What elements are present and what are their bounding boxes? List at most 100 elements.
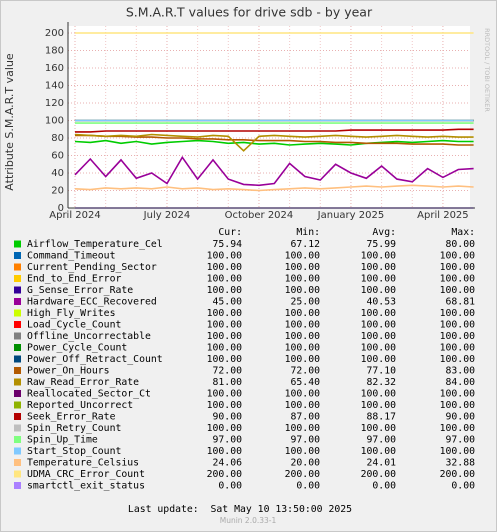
legend-stat: 100.00 bbox=[361, 343, 396, 354]
legend-stat: 77.10 bbox=[367, 366, 397, 377]
legend-swatch bbox=[14, 413, 21, 420]
legend-stat: 65.40 bbox=[291, 377, 321, 388]
y-tick-label: 100 bbox=[45, 116, 64, 127]
legend-stat: 97.00 bbox=[213, 435, 243, 446]
legend-swatch bbox=[14, 275, 21, 282]
legend-swatch bbox=[14, 332, 21, 340]
legend-label: Load_Cycle_Count bbox=[27, 320, 121, 331]
legend-stat: 100.00 bbox=[440, 274, 475, 285]
legend-stat: 88.17 bbox=[367, 412, 397, 423]
legend-swatch bbox=[14, 378, 21, 386]
legend-swatch bbox=[14, 482, 21, 489]
y-axis-label: Attribute S.M.A.R.T value bbox=[3, 53, 16, 191]
legend-stat: 100.00 bbox=[440, 446, 475, 457]
legend-stat: 100.00 bbox=[361, 446, 396, 457]
legend-swatch bbox=[14, 252, 21, 259]
legend-stat: 200.00 bbox=[440, 469, 475, 480]
legend-stat: 100.00 bbox=[207, 274, 242, 285]
footer: Munin 2.0.33-1 bbox=[220, 516, 277, 525]
legend-stat: 83.00 bbox=[446, 366, 476, 377]
legend-stat: 100.00 bbox=[361, 400, 396, 411]
legend-label: Spin_Retry_Count bbox=[27, 423, 121, 434]
legend-swatch bbox=[14, 401, 21, 409]
legend-stat: 72.00 bbox=[213, 366, 243, 377]
legend-swatch bbox=[14, 321, 21, 328]
legend-stat: 100.00 bbox=[207, 446, 242, 457]
legend-swatch bbox=[14, 459, 21, 466]
legend-label: End_to_End_Error bbox=[27, 274, 121, 285]
legend-stat: 100.00 bbox=[361, 251, 396, 262]
y-tick-label: 80 bbox=[51, 133, 64, 144]
legend-stat: 100.00 bbox=[440, 354, 475, 365]
x-tick-label: October 2024 bbox=[225, 210, 294, 221]
legend-stat: 0.00 bbox=[451, 481, 475, 492]
legend-swatch bbox=[14, 298, 21, 305]
legend-stat: 82.32 bbox=[367, 377, 397, 388]
last-update: Last update: Sat May 10 13:50:00 2025 bbox=[128, 504, 352, 515]
legend-label: Power_On_Hours bbox=[27, 366, 110, 377]
legend-stat: 0.00 bbox=[296, 481, 320, 492]
legend-stat: 81.00 bbox=[213, 377, 243, 388]
legend-stat: 100.00 bbox=[361, 320, 396, 331]
legend-label: Power_Off_Retract_Count bbox=[27, 354, 163, 365]
legend-column-header: Avg: bbox=[372, 227, 396, 238]
legend-stat: 200.00 bbox=[207, 469, 242, 480]
legend-stat: 100.00 bbox=[285, 354, 320, 365]
y-tick-label: 180 bbox=[45, 46, 64, 57]
series-line bbox=[74, 184, 474, 192]
legend-stat: 80.00 bbox=[446, 239, 476, 250]
legend-label: Temperature_Celsius bbox=[27, 458, 139, 469]
legend-swatch bbox=[14, 240, 21, 248]
legend-stat: 90.00 bbox=[213, 412, 243, 423]
legend-stat: 87.00 bbox=[291, 412, 321, 423]
legend-stat: 100.00 bbox=[285, 320, 320, 331]
legend-label: smartctl_exit_status bbox=[27, 481, 145, 492]
legend-stat: 24.01 bbox=[367, 458, 397, 469]
legend-swatch bbox=[14, 447, 21, 455]
legend-stat: 100.00 bbox=[285, 251, 320, 262]
legend-label: Spin_Up_Time bbox=[27, 435, 98, 446]
side-label: RRDTOOL / TOBI OETIKER bbox=[483, 28, 491, 112]
chart-title: S.M.A.R.T values for drive sdb - by year bbox=[126, 5, 373, 20]
y-tick-label: 60 bbox=[51, 151, 64, 162]
legend-swatch bbox=[14, 424, 21, 432]
legend-stat: 97.00 bbox=[367, 435, 397, 446]
legend-swatch bbox=[14, 286, 21, 294]
legend-column-header: Min: bbox=[296, 227, 320, 238]
series-line bbox=[75, 134, 474, 146]
legend-column-header: Cur: bbox=[218, 227, 242, 238]
legend-stat: 0.00 bbox=[372, 481, 396, 492]
legend-label: Seek_Error_Rate bbox=[27, 412, 116, 423]
x-tick-label: April 2025 bbox=[417, 210, 468, 221]
legend-stat: 100.00 bbox=[207, 262, 242, 273]
legend-stat: 100.00 bbox=[285, 308, 320, 319]
legend-stat: 100.00 bbox=[285, 446, 320, 457]
legend-swatch bbox=[14, 309, 21, 317]
legend-stat: 100.00 bbox=[440, 343, 475, 354]
legend-stat: 45.00 bbox=[213, 297, 243, 308]
y-tick-label: 200 bbox=[45, 28, 64, 39]
legend-stat: 68.81 bbox=[446, 297, 476, 308]
series-line bbox=[75, 128, 474, 133]
series-line bbox=[74, 133, 474, 152]
legend-stat: 100.00 bbox=[361, 285, 396, 296]
legend-label: Reported_Uncorrect bbox=[27, 400, 133, 411]
legend-stat: 100.00 bbox=[440, 389, 475, 400]
legend-stat: 200.00 bbox=[361, 469, 396, 480]
legend-stat: 24.06 bbox=[213, 458, 243, 469]
legend-label: Command_Timeout bbox=[27, 251, 115, 262]
legend-label: Hardware_ECC_Recovered bbox=[27, 297, 157, 308]
legend-stat: 90.00 bbox=[446, 412, 476, 423]
legend-stat: 100.00 bbox=[440, 308, 475, 319]
legend-stat: 100.00 bbox=[440, 262, 475, 273]
legend-label: Current_Pending_Sector bbox=[27, 262, 157, 273]
legend-stat: 100.00 bbox=[285, 400, 320, 411]
legend-stat: 100.00 bbox=[361, 274, 396, 285]
legend-label: Reallocated_Sector_Ct bbox=[27, 389, 151, 400]
legend-stat: 100.00 bbox=[285, 343, 320, 354]
legend-stat: 32.88 bbox=[446, 458, 476, 469]
legend-stat: 100.00 bbox=[440, 331, 475, 342]
legend-column-header: Max: bbox=[451, 227, 475, 238]
legend-stat: 100.00 bbox=[361, 389, 396, 400]
legend-stat: 100.00 bbox=[207, 308, 242, 319]
